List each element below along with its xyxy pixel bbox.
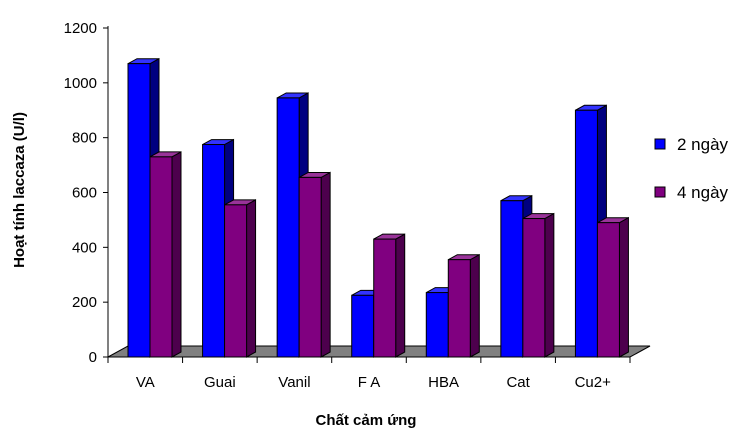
x-tick-label: VA [136, 374, 155, 391]
bar-front [447, 259, 471, 358]
bar-series2 [596, 216, 629, 358]
y-axis-title: Hoạt tính laccaza (U/l) [11, 112, 28, 268]
chart-bars [127, 57, 629, 358]
bar-front [373, 238, 397, 358]
x-tick-label: Cat [506, 374, 530, 391]
bar-front [351, 294, 375, 358]
bar-front [149, 156, 173, 358]
x-tick-label: HBA [428, 374, 459, 391]
bar-series2 [522, 212, 555, 358]
bar-side [618, 216, 629, 358]
y-tick-label: 1000 [64, 75, 97, 92]
x-tick-label: Vanil [278, 374, 310, 391]
bar-series2 [447, 253, 480, 358]
legend-label-2-ngay: 2 ngày [677, 135, 729, 154]
y-tick-label: 400 [72, 239, 97, 256]
bar-front [127, 63, 151, 358]
bar-side [395, 233, 406, 358]
bar-series2 [298, 171, 331, 358]
y-tick-label: 1200 [64, 20, 97, 37]
x-tick-label: Guai [204, 374, 236, 391]
x-tick-label: F A [358, 374, 381, 391]
bar-front [596, 222, 620, 358]
y-tick-label: 0 [89, 349, 97, 366]
y-tick-label: 800 [72, 130, 97, 147]
bar-side [171, 151, 182, 358]
chart-legend: 2 ngày 4 ngày [654, 135, 729, 202]
chart-axes: Hoạt tính laccaza (U/l) Chất cảm ứng 0 20… [11, 20, 631, 429]
y-tick-label: 600 [72, 185, 97, 202]
bar-series2 [224, 199, 257, 358]
bar-front [500, 200, 524, 358]
bar-series2 [149, 151, 182, 358]
legend-item-series-2: 4 ngày [654, 183, 729, 202]
bar-front [202, 144, 226, 358]
y-tick-label: 200 [72, 294, 97, 311]
legend-swatch-4-ngay [654, 186, 666, 198]
bar-side [469, 253, 480, 358]
bar-front [522, 218, 546, 358]
bar-front [298, 176, 322, 358]
legend-item-series-1: 2 ngày [654, 135, 729, 154]
bar-front [276, 97, 300, 358]
bar-side [320, 171, 331, 358]
x-tick-label: Cu2+ [575, 374, 612, 391]
bar-side [544, 212, 555, 358]
bar-series2 [373, 233, 406, 358]
bar-front [574, 109, 598, 358]
legend-label-4-ngay: 4 ngày [677, 183, 729, 202]
bar-side [246, 199, 257, 358]
bar-front [425, 292, 449, 358]
legend-swatch-2-ngay [654, 138, 666, 150]
x-axis-title: Chất cảm ứng [316, 412, 417, 429]
bar-front [224, 204, 248, 358]
